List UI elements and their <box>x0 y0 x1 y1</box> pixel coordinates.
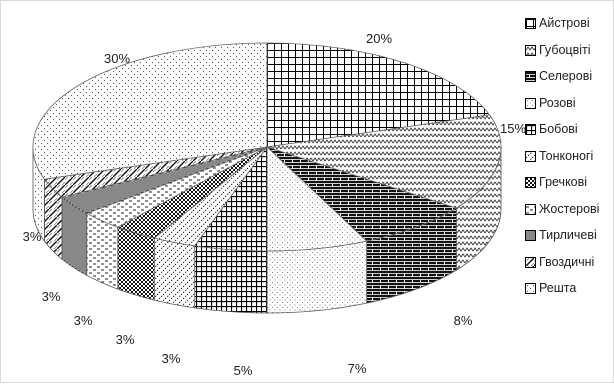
pie-side-6 <box>153 237 196 309</box>
legend-item-8: Жостерові <box>525 201 613 228</box>
data-label-10: 3% <box>23 229 42 244</box>
legend-item-11: Решта <box>525 280 613 307</box>
pie-slice-2 <box>266 114 502 209</box>
legend-label-10: Гвоздичні <box>539 254 595 269</box>
legend-swatch-1 <box>525 18 536 29</box>
legend-swatch-10 <box>525 256 536 268</box>
legend-item-1: Айстрові <box>525 15 613 42</box>
legend-swatch-11 <box>525 283 536 294</box>
data-label-11: 30% <box>104 51 130 66</box>
pie-slice-1 <box>266 42 491 148</box>
data-label-2: 15% <box>500 121 526 136</box>
legend-label-3: Селерові <box>539 69 593 83</box>
legend-label-2: Губоцвіті <box>539 42 591 57</box>
legend-swatch-7 <box>525 177 536 188</box>
legend-swatch-5 <box>525 124 536 135</box>
legend-label-11: Решта <box>539 281 577 295</box>
data-label-5: 5% <box>234 363 253 378</box>
data-label-3: 8% <box>454 313 473 328</box>
legend-label-7: Гречкові <box>539 175 588 189</box>
legend-swatch-2 <box>525 44 536 56</box>
legend-item-5: Бобові <box>525 121 613 148</box>
data-label-7: 3% <box>116 332 135 347</box>
legend-label-6: Тонконогі <box>539 148 594 163</box>
legend-swatch-9 <box>525 230 536 241</box>
legend-item-9: Тирличеві <box>525 227 613 254</box>
legend-item-10: Гвоздичні <box>525 254 613 281</box>
legend-swatch-6 <box>525 150 536 162</box>
pie-slice-4 <box>266 146 368 252</box>
legend-item-6: Тонконогі <box>525 148 613 175</box>
data-label-1: 20% <box>366 31 392 46</box>
legend-swatch-8 <box>525 203 536 215</box>
legend-item-2: Губоцвіті <box>525 42 613 69</box>
legend-item-7: Гречкові <box>525 174 613 201</box>
pie-side-4 <box>266 240 368 314</box>
legend-label-9: Тирличеві <box>539 228 597 242</box>
pie-side-5 <box>194 245 268 314</box>
data-label-4: 7% <box>348 361 367 376</box>
data-label-6: 3% <box>162 351 181 366</box>
legend-label-8: Жостерові <box>539 201 600 216</box>
pie-slice-3 <box>266 146 458 242</box>
legend-swatch-4 <box>525 97 536 109</box>
legend-item-4: Розові <box>525 95 613 122</box>
data-label-9: 3% <box>42 289 61 304</box>
pie-slice-11 <box>32 42 268 180</box>
data-label-8: 3% <box>74 313 93 328</box>
legend-swatch-3 <box>525 71 536 82</box>
legend-item-3: Селерові <box>525 68 613 95</box>
legend-label-1: Айстрові <box>539 16 590 30</box>
legend-label-5: Бобові <box>539 122 578 136</box>
pie-side-7 <box>117 226 155 301</box>
legend: Айстрові Губоцвіті Селерові Розові Бобові Тон… <box>525 15 613 307</box>
legend-label-4: Розові <box>539 95 576 110</box>
